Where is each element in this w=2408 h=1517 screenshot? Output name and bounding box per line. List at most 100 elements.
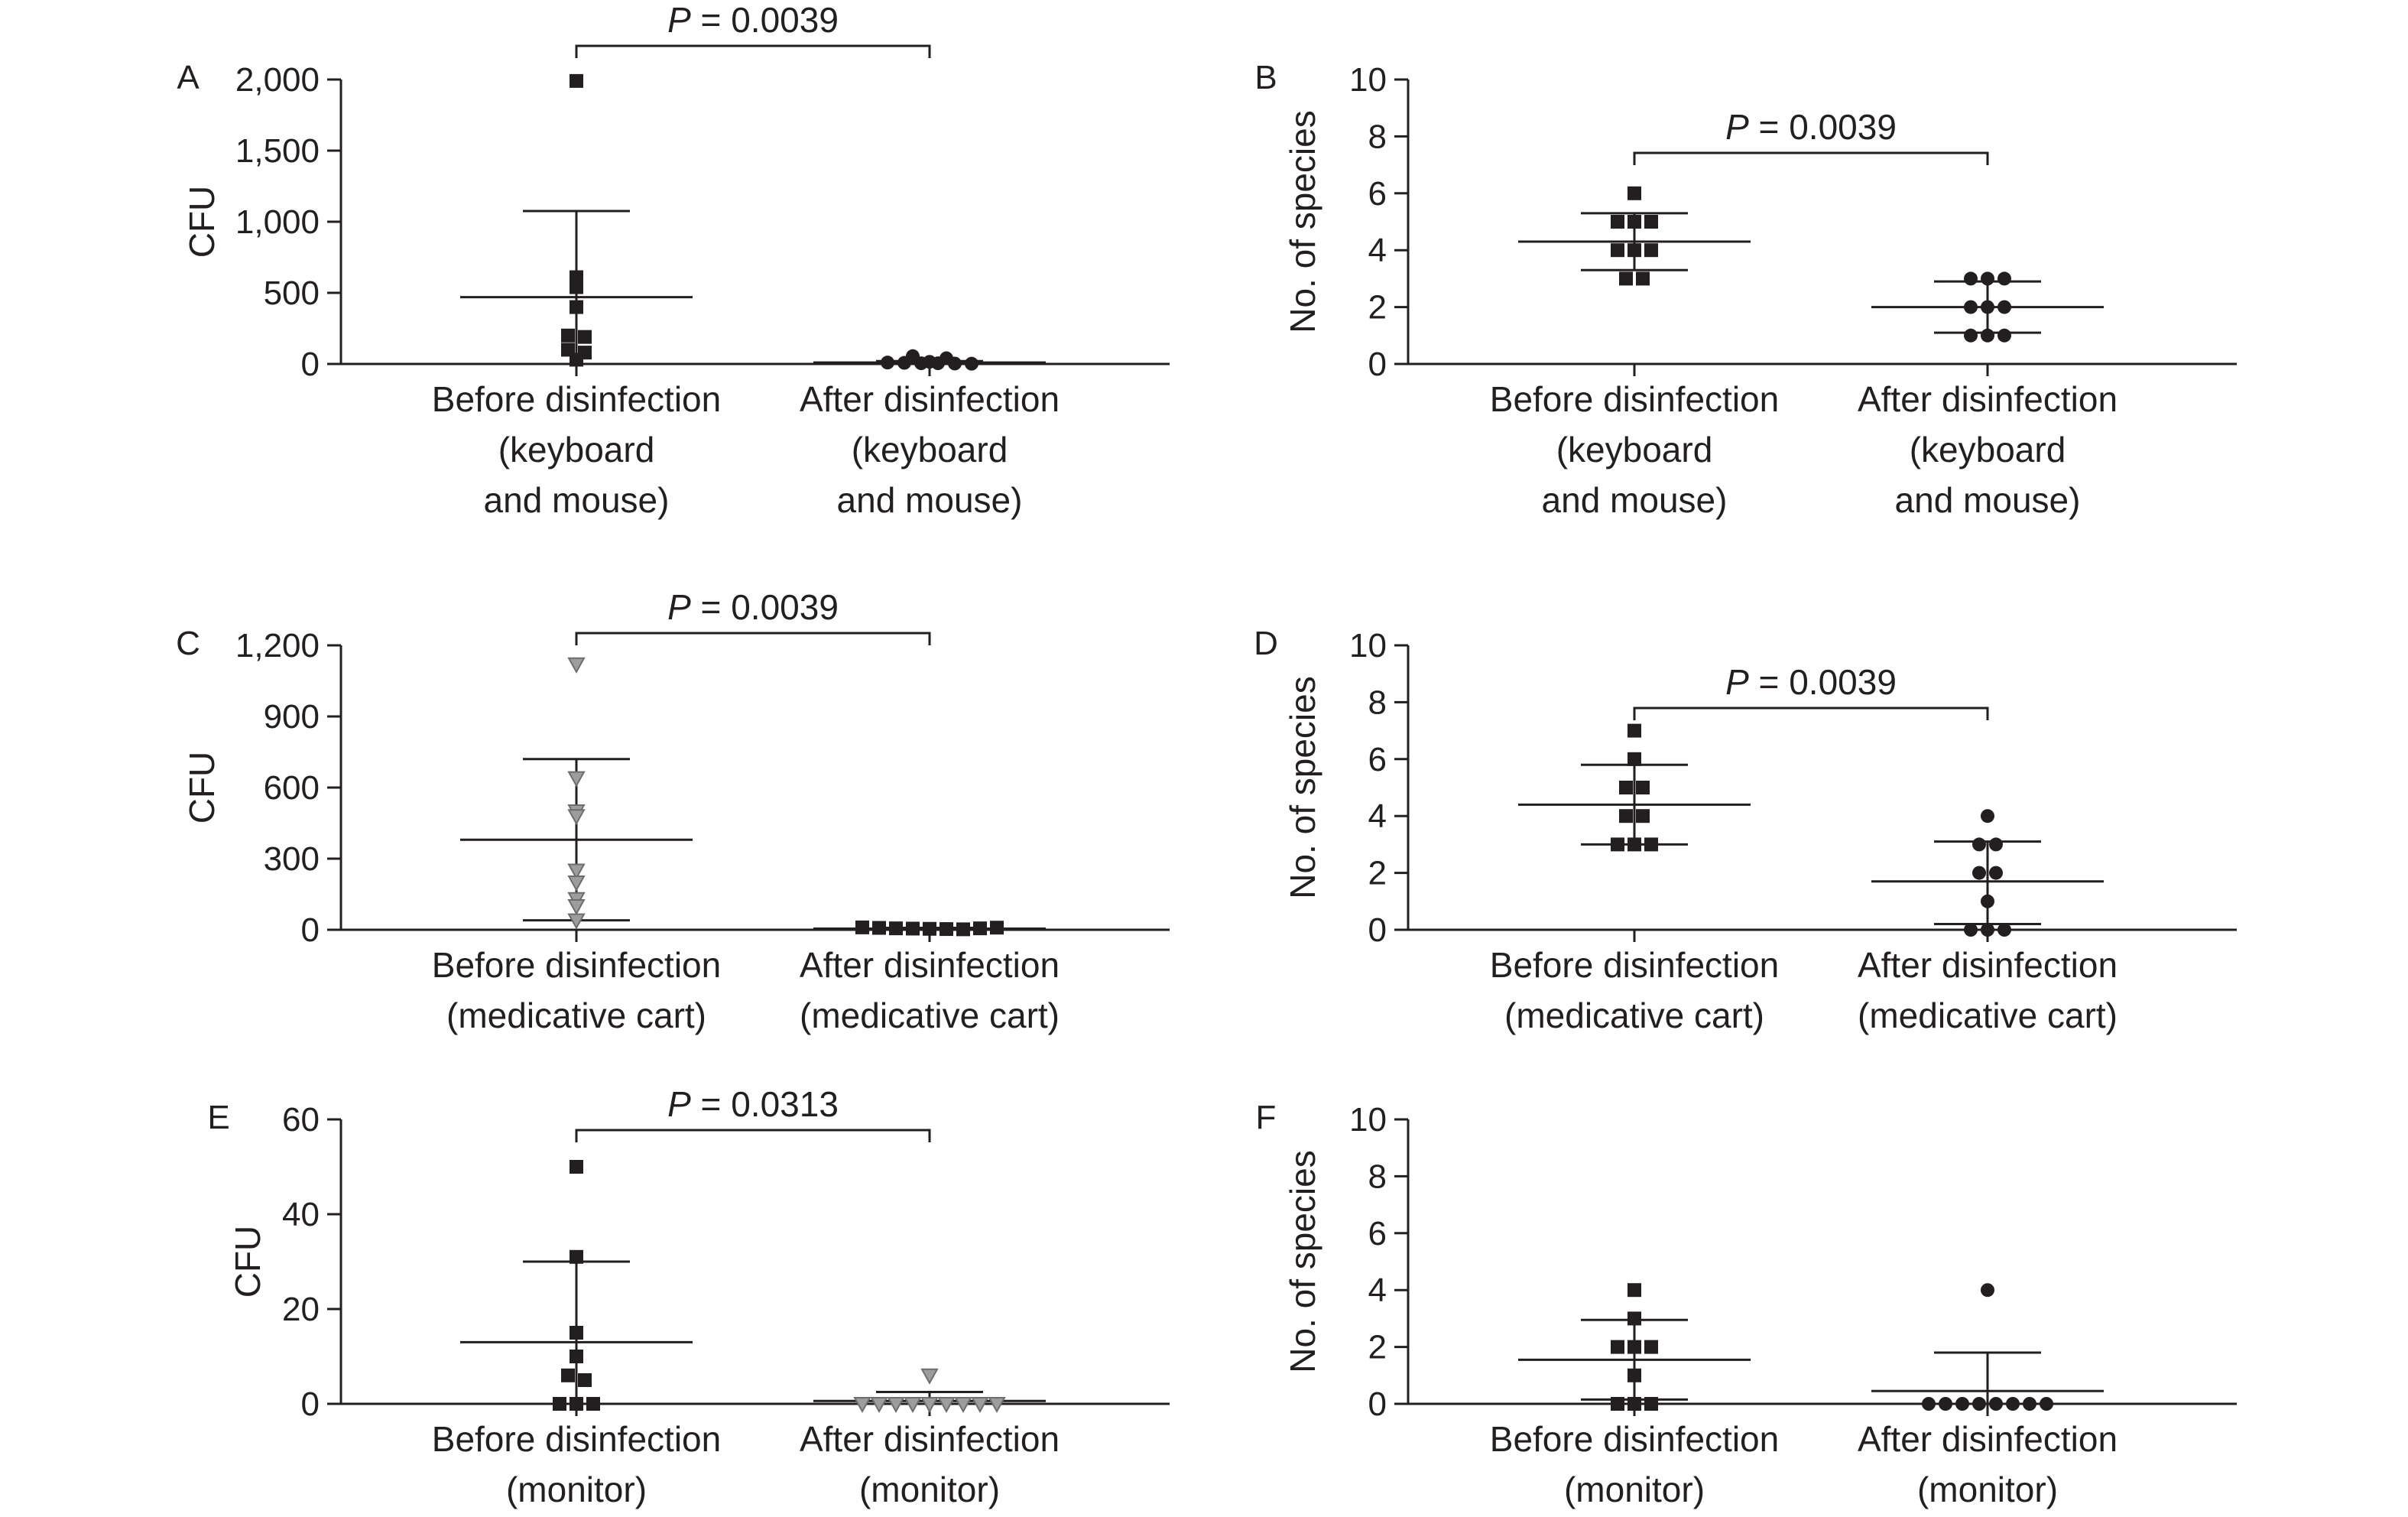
x-category-label: After disinfection bbox=[800, 1419, 1060, 1459]
data-point bbox=[1644, 243, 1658, 258]
data-point bbox=[1611, 837, 1624, 852]
data-point bbox=[1628, 186, 1641, 200]
y-tick-label: 300 bbox=[264, 840, 320, 878]
data-point bbox=[1636, 809, 1650, 823]
data-point bbox=[1611, 243, 1624, 258]
y-tick-label: 4 bbox=[1368, 1272, 1387, 1309]
data-point bbox=[1989, 837, 2003, 852]
data-point bbox=[1981, 271, 1994, 286]
y-tick-label: 0 bbox=[1368, 1385, 1387, 1423]
data-point bbox=[1972, 837, 1986, 852]
y-tick-label: 0 bbox=[1368, 346, 1387, 383]
p-value-label: P = 0.0039 bbox=[1725, 107, 1897, 147]
data-point bbox=[578, 330, 592, 344]
significance-bracket bbox=[575, 44, 931, 58]
data-point bbox=[1644, 1340, 1658, 1354]
x-category-label: (monitor) bbox=[506, 1470, 647, 1509]
y-tick-label: 4 bbox=[1368, 797, 1387, 835]
group-before bbox=[460, 657, 693, 930]
x-category-label: (keyboard bbox=[1556, 430, 1713, 469]
data-point bbox=[931, 356, 945, 371]
data-point bbox=[1628, 215, 1641, 229]
group-after bbox=[1871, 271, 2104, 343]
group-before bbox=[460, 1160, 693, 1411]
group-before bbox=[1518, 723, 1751, 852]
data-point bbox=[954, 1397, 972, 1414]
data-point bbox=[1981, 809, 1994, 823]
group-after bbox=[813, 920, 1046, 937]
y-tick-label: 1,500 bbox=[235, 132, 320, 170]
data-point bbox=[853, 1397, 871, 1414]
y-axis-label: No. of species bbox=[1283, 1150, 1322, 1372]
y-tick-label: 600 bbox=[264, 769, 320, 807]
x-category-label: After disinfection bbox=[1858, 1419, 2118, 1459]
panel-e: E 0 20 40 60 CFU Before disinfection (monitor) A… bbox=[207, 1084, 1170, 1509]
data-point bbox=[570, 1397, 583, 1411]
data-point bbox=[889, 921, 903, 936]
y-tick-label: 2 bbox=[1368, 855, 1387, 892]
y-tick-label: 0 bbox=[301, 346, 320, 383]
data-point bbox=[887, 1397, 905, 1414]
data-point bbox=[1964, 271, 1978, 286]
panel-b: B 0 2 4 6 8 10 No. of species Before disinfectio… bbox=[1254, 59, 2237, 520]
data-point bbox=[872, 921, 886, 935]
panel-letter: E bbox=[207, 1099, 229, 1136]
y-tick-label: 20 bbox=[282, 1291, 320, 1328]
x-category-label: (monitor) bbox=[1564, 1470, 1705, 1509]
x-category-label: and mouse) bbox=[1542, 480, 1728, 520]
data-point bbox=[1997, 328, 2011, 343]
data-point bbox=[586, 1397, 600, 1411]
x-category-label: Before disinfection bbox=[432, 1419, 721, 1459]
data-point bbox=[1981, 300, 1994, 314]
y-tick-label: 10 bbox=[1349, 61, 1387, 99]
data-point bbox=[567, 657, 586, 674]
data-point bbox=[1997, 300, 2011, 314]
data-point bbox=[1628, 723, 1641, 738]
y-tick-label: 6 bbox=[1368, 741, 1387, 778]
y-tick-label: 500 bbox=[264, 274, 320, 312]
data-point bbox=[920, 1368, 939, 1385]
data-point bbox=[1955, 1397, 1969, 1411]
data-point bbox=[881, 356, 894, 370]
p-value-label: P = 0.0039 bbox=[667, 0, 839, 40]
data-point bbox=[965, 356, 978, 371]
y-tick-label: 0 bbox=[1368, 911, 1387, 949]
data-point bbox=[570, 1326, 583, 1340]
data-point bbox=[578, 1373, 592, 1387]
data-point bbox=[1611, 215, 1624, 229]
significance-bracket bbox=[575, 632, 931, 645]
data-point bbox=[1997, 923, 2011, 937]
data-point bbox=[567, 771, 586, 788]
x-category-label: After disinfection bbox=[800, 379, 1060, 419]
data-point bbox=[1628, 752, 1641, 766]
data-point bbox=[570, 73, 583, 88]
group-after bbox=[1871, 809, 2104, 937]
data-point bbox=[1981, 923, 1994, 937]
data-point bbox=[1619, 809, 1633, 823]
data-point bbox=[940, 922, 953, 937]
panel-d: D 0 2 4 6 8 10 No. of species Before disinfectio… bbox=[1254, 625, 2237, 1035]
data-point bbox=[1628, 1283, 1641, 1298]
y-axis-label: No. of species bbox=[1283, 110, 1322, 333]
y-tick-label: 6 bbox=[1368, 1215, 1387, 1252]
x-category-label: and mouse) bbox=[1895, 480, 2081, 520]
data-point bbox=[1628, 1368, 1641, 1382]
data-point bbox=[553, 1397, 566, 1411]
data-point bbox=[1628, 1397, 1641, 1411]
y-tick-label: 8 bbox=[1368, 684, 1387, 721]
data-point bbox=[1989, 1397, 2003, 1411]
data-point bbox=[906, 921, 920, 936]
panel-f: F 0 2 4 6 8 10 No. of species Before disinfectio… bbox=[1256, 1099, 2237, 1509]
y-tick-label: 8 bbox=[1368, 1158, 1387, 1195]
data-point bbox=[971, 1397, 989, 1414]
y-axis-label: No. of species bbox=[1283, 676, 1322, 898]
x-category-label: (medicative cart) bbox=[1858, 996, 2118, 1035]
data-point bbox=[897, 356, 911, 370]
data-point bbox=[1972, 866, 1986, 880]
x-category-label: After disinfection bbox=[1858, 379, 2118, 419]
x-category-label: (monitor) bbox=[859, 1470, 1000, 1509]
data-point bbox=[1972, 1397, 1986, 1411]
x-category-label: and mouse) bbox=[484, 480, 670, 520]
data-point bbox=[914, 356, 928, 371]
